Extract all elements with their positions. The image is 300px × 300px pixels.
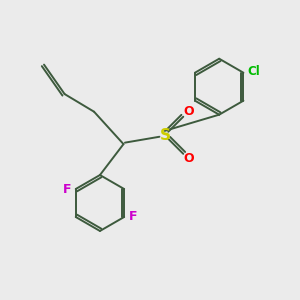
Text: Cl: Cl bbox=[247, 65, 260, 78]
Text: F: F bbox=[129, 211, 137, 224]
Text: S: S bbox=[160, 128, 171, 143]
Text: F: F bbox=[63, 182, 71, 196]
Text: O: O bbox=[183, 152, 194, 165]
Text: O: O bbox=[183, 105, 194, 118]
